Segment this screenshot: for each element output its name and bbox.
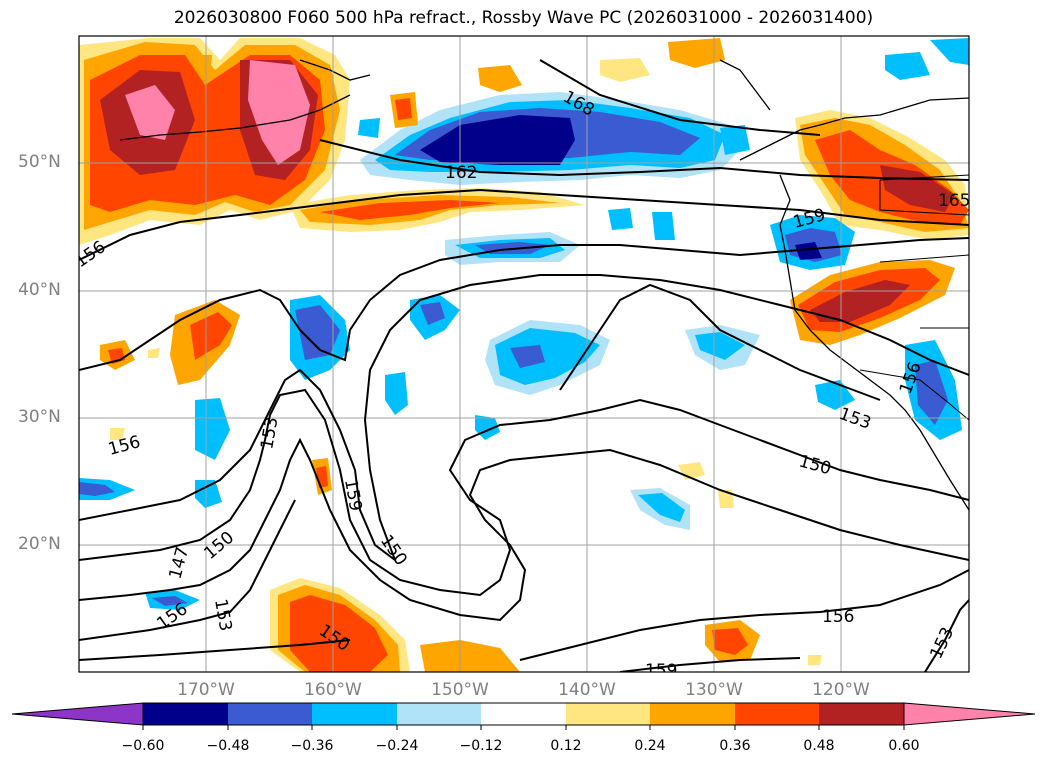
colorbar-tick-label: 0.36 xyxy=(719,738,751,754)
colorbar-segment xyxy=(566,703,650,725)
colorbar-tick-label: 0.48 xyxy=(803,738,835,754)
colorbar-tick-label: 0.24 xyxy=(634,738,666,754)
contour-label: 156 xyxy=(822,607,854,627)
map-plot-area: 162 168 156 156 153 159 150 147 150 156 … xyxy=(79,36,970,681)
contour-label: 159 xyxy=(645,661,677,681)
contour-label: 165 xyxy=(938,191,970,211)
height-contours xyxy=(79,59,969,672)
contour-label: 162 xyxy=(445,163,477,183)
colorbar-segment xyxy=(143,703,228,725)
colorbar-segment xyxy=(228,703,312,725)
plot-frame xyxy=(78,35,970,673)
colorbar-extend-max xyxy=(903,702,1036,726)
colorbar-tick-label: 0.60 xyxy=(888,738,920,754)
lat-label: 40°N xyxy=(18,280,61,300)
colorbar-tick-label: −0.24 xyxy=(375,738,419,754)
colorbar-tick-label: 0.12 xyxy=(550,738,582,754)
lat-label: 30°N xyxy=(18,407,61,427)
graticule xyxy=(79,36,969,672)
colorbar-segment xyxy=(735,703,819,725)
colorbar-segment xyxy=(397,703,481,725)
coastlines xyxy=(119,59,969,511)
lon-label: 120°W xyxy=(812,680,870,700)
colorbar-segment xyxy=(819,703,904,725)
lon-label: 160°W xyxy=(304,680,362,700)
lon-label: 170°W xyxy=(177,680,235,700)
colorbar-segment xyxy=(650,703,735,725)
colorbar-tick-label: −0.48 xyxy=(206,738,250,754)
colorbar-tick-label: −0.36 xyxy=(290,738,334,754)
lat-label: 50°N xyxy=(18,152,61,172)
colorbar-segment xyxy=(481,703,566,725)
colorbar xyxy=(11,702,1036,730)
colorbar-extend-min xyxy=(11,702,144,726)
lon-label: 150°W xyxy=(431,680,489,700)
refractivity-shading xyxy=(79,38,969,672)
colorbar-segment xyxy=(312,703,397,725)
colorbar-tick-label: −0.12 xyxy=(459,738,503,754)
lat-label: 20°N xyxy=(18,534,61,554)
lon-label: 140°W xyxy=(558,680,616,700)
colorbar-tick-label: −0.60 xyxy=(121,738,165,754)
lon-label: 130°W xyxy=(685,680,743,700)
map-title: 2026030800 F060 500 hPa refract., Rossby… xyxy=(173,8,874,28)
